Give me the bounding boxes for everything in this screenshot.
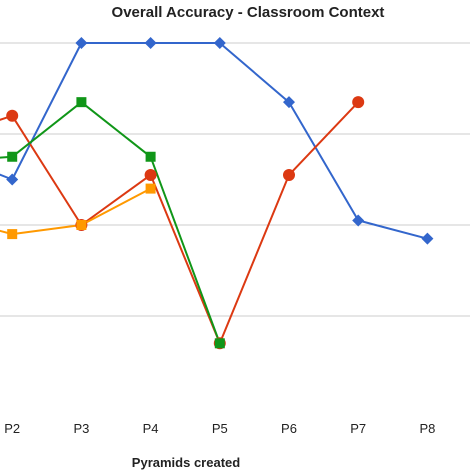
x-tick-p5: P5	[212, 421, 228, 436]
series-3-point-p5	[214, 338, 225, 349]
series-1-line	[0, 42, 428, 240]
series-1-point-p5	[213, 37, 226, 49]
series-1-point-p7	[352, 214, 365, 227]
series-1-point-p8	[421, 232, 434, 245]
series-2-point-p7	[352, 96, 365, 109]
x-tick-p3: P3	[73, 421, 89, 436]
series-4-line	[0, 187, 152, 236]
series-2-point-p4	[144, 168, 157, 181]
x-tick-p2: P2	[4, 421, 20, 436]
x-axis-label: Pyramids created	[132, 455, 240, 470]
series-1-point-p4	[144, 37, 157, 49]
series-1-point-p3	[75, 37, 88, 49]
gridlines	[0, 42, 470, 317]
series-2-line	[0, 101, 359, 345]
x-axis-tick-labels: P2 P3 P4 P5 P6 P7 P8	[4, 421, 435, 436]
series-2-point-p6	[283, 168, 295, 181]
series-4-point-p4	[145, 183, 156, 194]
series-lines	[0, 42, 428, 345]
series-3-point-p3	[76, 97, 87, 108]
series-1-point-p6	[283, 96, 295, 109]
x-tick-p8: P8	[419, 421, 435, 436]
series-3-point-p4	[145, 151, 156, 162]
x-tick-p7: P7	[350, 421, 366, 436]
series-1-point-p2	[6, 173, 19, 186]
x-tick-p6: P6	[281, 421, 297, 436]
series-markers	[6, 37, 434, 350]
series-4-point-p2	[7, 229, 18, 240]
chart-title: Overall Accuracy - Classroom Context	[112, 4, 385, 21]
x-tick-p4: P4	[143, 421, 159, 436]
series-3-point-p2	[7, 151, 18, 162]
series-4-point-p3	[76, 220, 87, 230]
series-2-point-p2	[6, 109, 19, 122]
